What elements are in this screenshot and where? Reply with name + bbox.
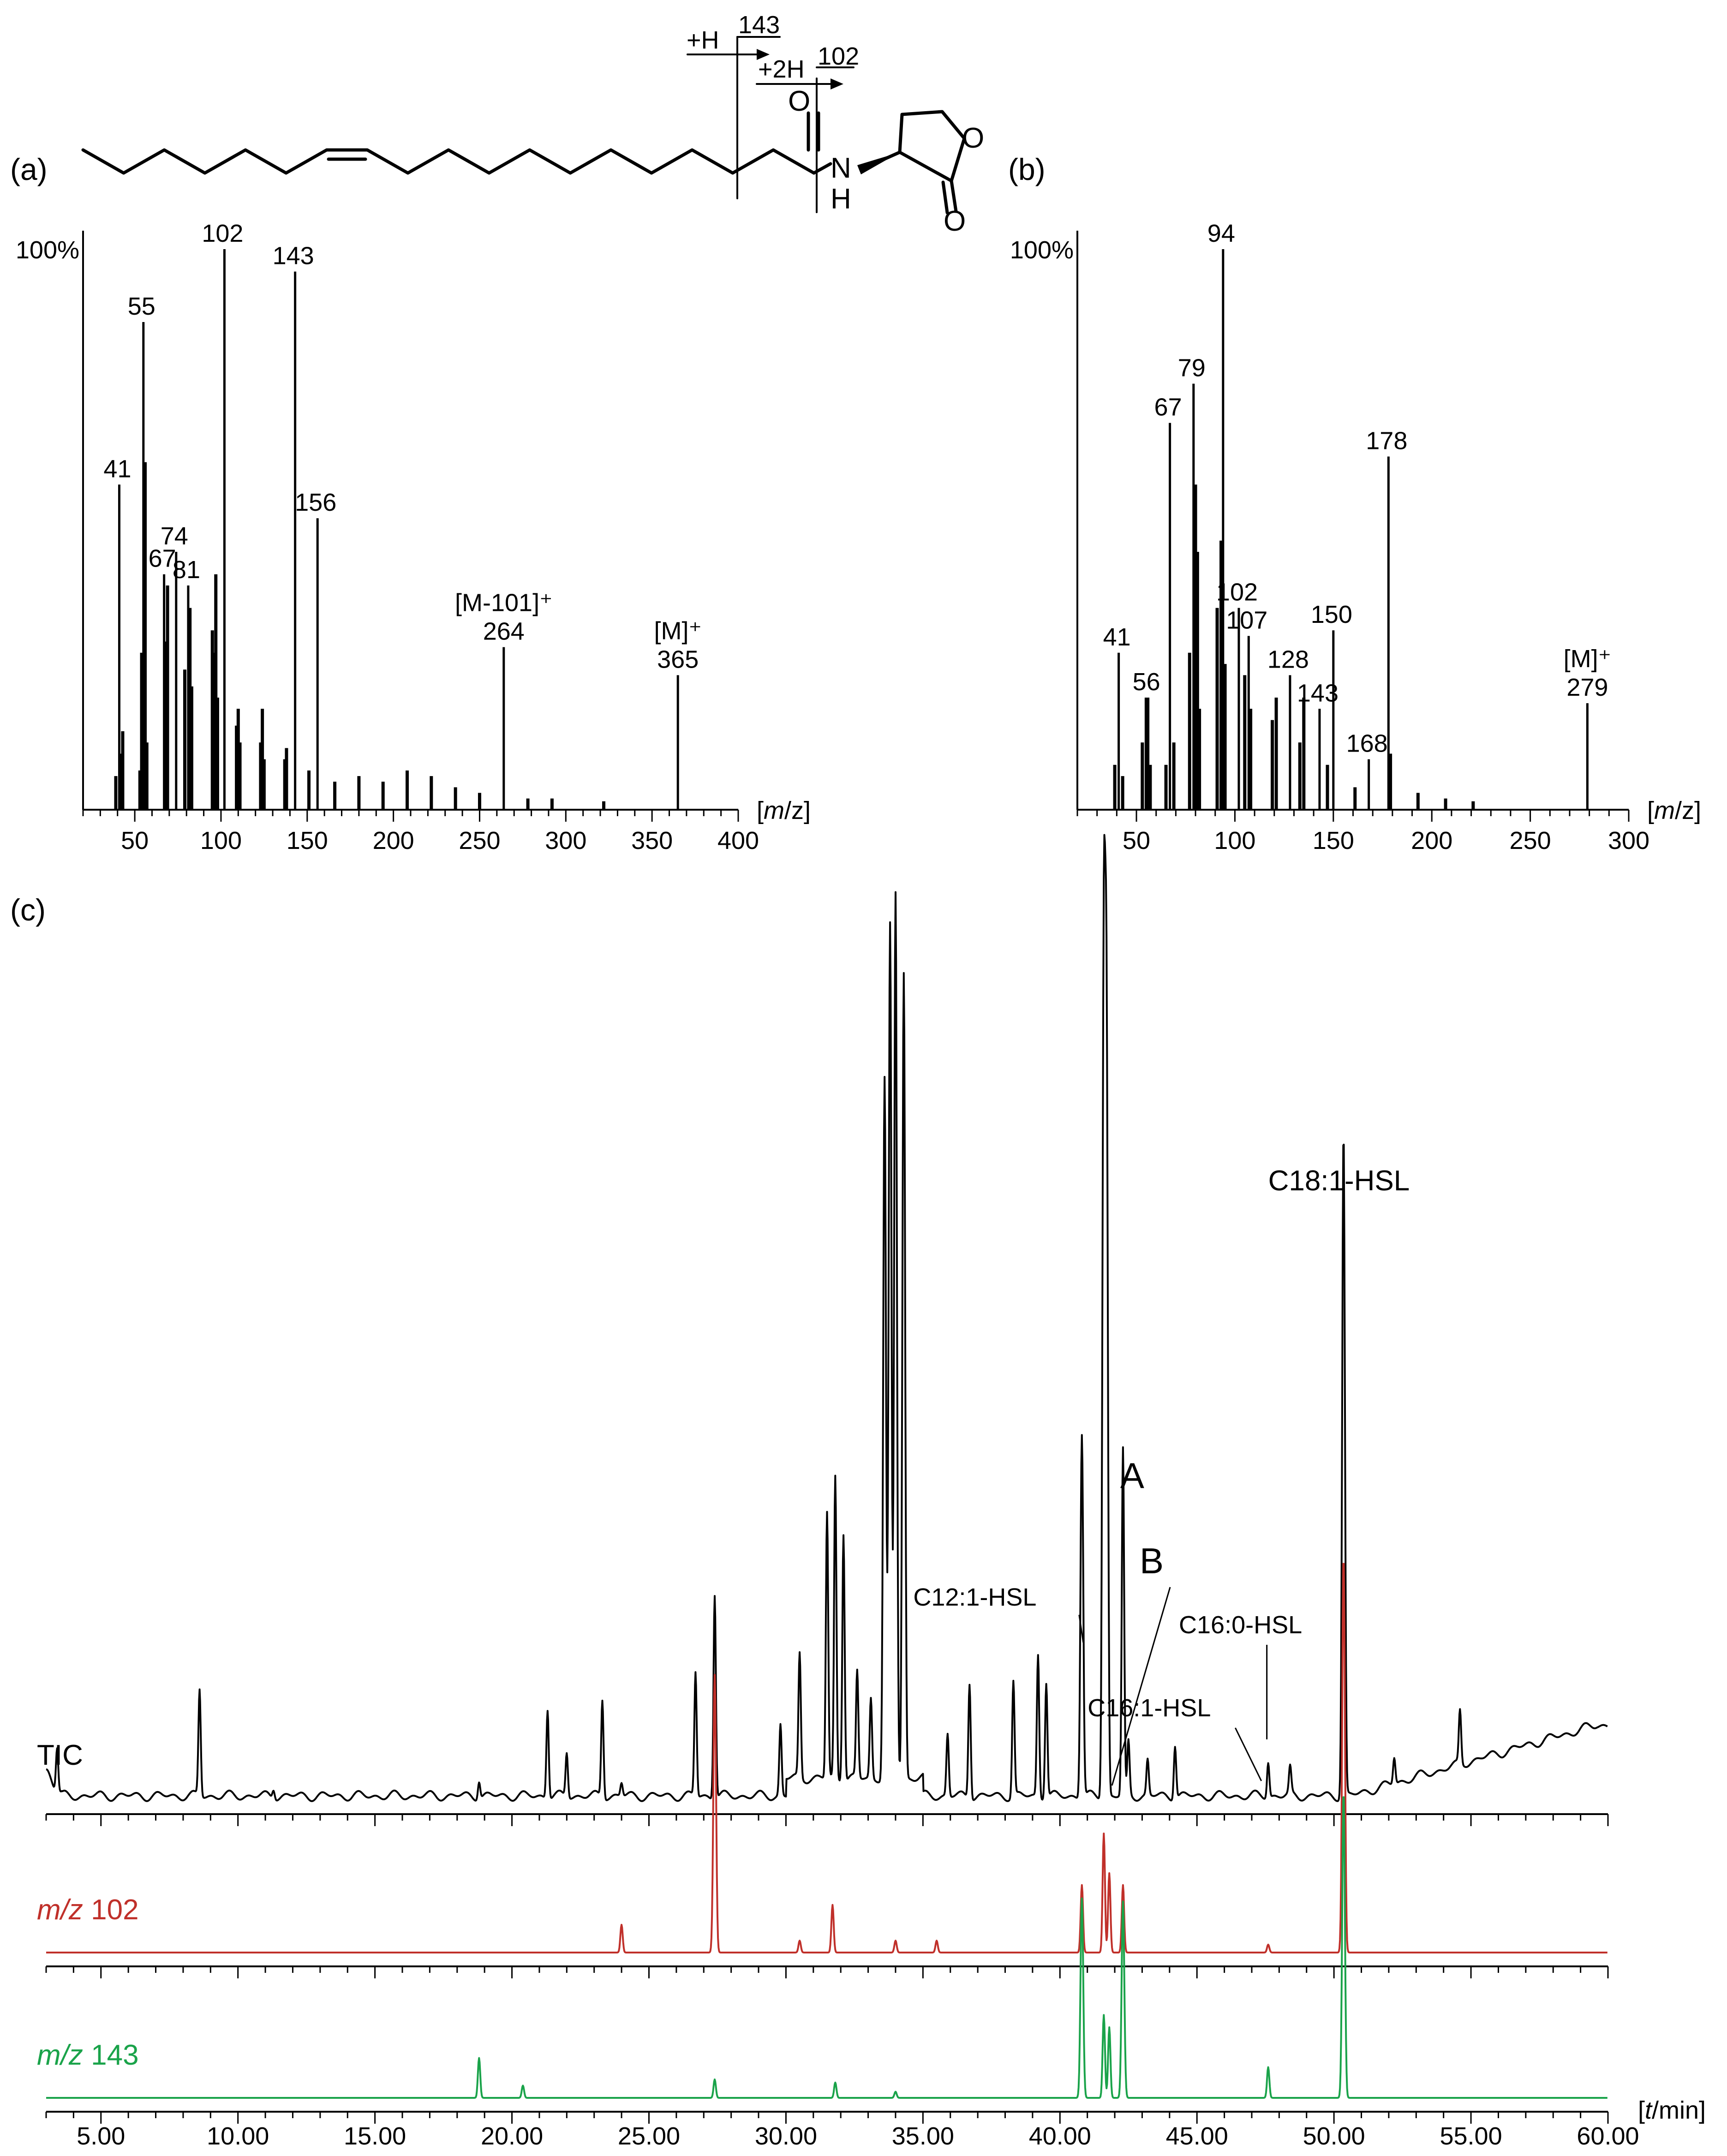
peak-ion-label: [M]⁺: [654, 617, 702, 645]
peak-label: 81: [173, 556, 200, 584]
x-tick-label: 200: [1411, 827, 1452, 854]
x-tick-label: 50: [1123, 827, 1150, 854]
x-tick-label: 300: [1608, 827, 1649, 854]
y-top-label: 100%: [1010, 236, 1074, 264]
annotation-leader: [1111, 1587, 1171, 1786]
peak-annotation: C16:0-HSL: [1179, 1611, 1302, 1639]
lactone-carbonyl: [950, 179, 958, 213]
peak-label: 102: [1216, 579, 1258, 606]
x-tick-label: 55.00: [1440, 2122, 1502, 2150]
x-tick-label: 100: [1214, 827, 1255, 854]
x-tick-label: 400: [717, 827, 759, 854]
x-tick-label: 25.00: [618, 2122, 680, 2150]
x-tick-label: 15.00: [344, 2122, 406, 2150]
atom-o-carbonyl: O: [788, 85, 810, 117]
peak-annotation: C16:1-HSL: [1088, 1694, 1211, 1722]
x-tick-label: 40.00: [1029, 2122, 1091, 2150]
cleave-label-2h: +2H: [758, 55, 805, 83]
peak-annotation: B: [1140, 1541, 1164, 1581]
trace-name: m/z 102: [37, 1894, 139, 1926]
x-tick-label: 50: [121, 827, 149, 854]
peak-label: 94: [1207, 220, 1235, 247]
peak-ion-label: [M-101]⁺: [455, 589, 553, 617]
lactone-ring: [898, 110, 966, 183]
wedge-bond: [857, 152, 900, 174]
peak-annotation: C18:1-HSL: [1268, 1165, 1410, 1197]
peak-label: 279: [1566, 674, 1608, 701]
peak-label: 365: [657, 645, 699, 673]
x-tick-label: 30.00: [755, 2122, 817, 2150]
peak-ion-label: [M]⁺: [1564, 645, 1612, 673]
peak-label: 102: [202, 220, 243, 247]
panel-label-b: (b): [1008, 152, 1046, 186]
acyl-chain: [81, 148, 816, 175]
peak-label: 168: [1346, 730, 1388, 758]
atom-o-lactone: O: [944, 205, 966, 237]
peak-label: 55: [128, 293, 155, 320]
peak-label: 150: [1311, 601, 1352, 628]
peak-label: 41: [1103, 623, 1131, 651]
peak-label: 56: [1133, 668, 1160, 696]
trace-line: [46, 1796, 1608, 2099]
x-tick-label: 5.00: [77, 2122, 125, 2150]
cleave-mz-143: 143: [738, 11, 780, 39]
atom-h: H: [831, 183, 851, 215]
x-tick-label: 150: [1313, 827, 1354, 854]
trace-line: [46, 834, 1608, 1802]
x-tick-label: 10.00: [207, 2122, 269, 2150]
peak-label: 143: [1297, 679, 1339, 707]
atom-o-ring: O: [962, 122, 984, 154]
x-tick-label: 200: [373, 827, 414, 854]
arrowhead-143: [757, 49, 770, 60]
x-tick-label: 300: [545, 827, 586, 854]
peak-label: 79: [1178, 354, 1206, 382]
peak-label: 178: [1366, 427, 1407, 455]
x-tick-label: 100: [200, 827, 242, 854]
y-top-label: 100%: [16, 236, 79, 264]
x-tick-label: 150: [287, 827, 328, 854]
cleave-label-h: +H: [687, 26, 719, 54]
lactone-carbonyl-2: [941, 180, 949, 215]
peak-label: 41: [103, 455, 131, 483]
peak-label: 67: [1154, 394, 1182, 421]
cleave-mz-102: 102: [818, 42, 859, 70]
x-tick-label: 60.00: [1577, 2122, 1639, 2150]
arrowhead-102: [831, 78, 843, 90]
x-unit-label: [m/z]: [757, 797, 811, 824]
x-tick-label: 45.00: [1166, 2122, 1228, 2150]
x-tick-label: 35.00: [892, 2122, 954, 2150]
mass-spectrum-a: 100% 50 100 150 200 250 300 350 400 [m/z] 41 55 6774…: [16, 220, 811, 854]
panel-label-a: (a): [10, 152, 48, 186]
peak-annotation: A: [1120, 1455, 1144, 1496]
peak-label: 67: [149, 545, 176, 573]
peak-label: 264: [483, 618, 525, 645]
x-tick-label: 350: [631, 827, 673, 854]
trace-name: TIC: [37, 1739, 83, 1771]
x-tick-label: 20.00: [481, 2122, 543, 2150]
peak-label: 143: [273, 242, 314, 270]
peak-annotation: C12:1-HSL: [913, 1583, 1036, 1611]
chromatogram-c: TIC m/z 102 m/z 143 5.00 10.00 15.00 20.00 25.0…: [37, 834, 1706, 2150]
panel-label-c: (c): [10, 893, 46, 927]
annotation-leader: [1078, 1614, 1084, 1643]
peak-label: 128: [1267, 645, 1309, 673]
x-unit-label: [t/min]: [1638, 2096, 1706, 2124]
mass-spectrum-b: 100%50 100 150 200 250 300[m/z]41566779941021…: [1010, 220, 1701, 854]
trace-name: m/z 143: [37, 2039, 139, 2071]
annotation-leader: [1235, 1727, 1262, 1781]
x-tick-label: 50.00: [1303, 2122, 1365, 2150]
peak-label: 107: [1226, 606, 1267, 634]
structure-c18-1-hsl: [81, 36, 966, 215]
peak-label: 74: [161, 522, 188, 550]
atom-n: N: [831, 152, 851, 184]
x-unit-label: [m/z]: [1647, 797, 1701, 824]
x-tick-label: 250: [459, 827, 500, 854]
trace-line: [46, 1563, 1608, 1953]
x-tick-label: 250: [1510, 827, 1551, 854]
peak-label: 156: [295, 489, 336, 516]
